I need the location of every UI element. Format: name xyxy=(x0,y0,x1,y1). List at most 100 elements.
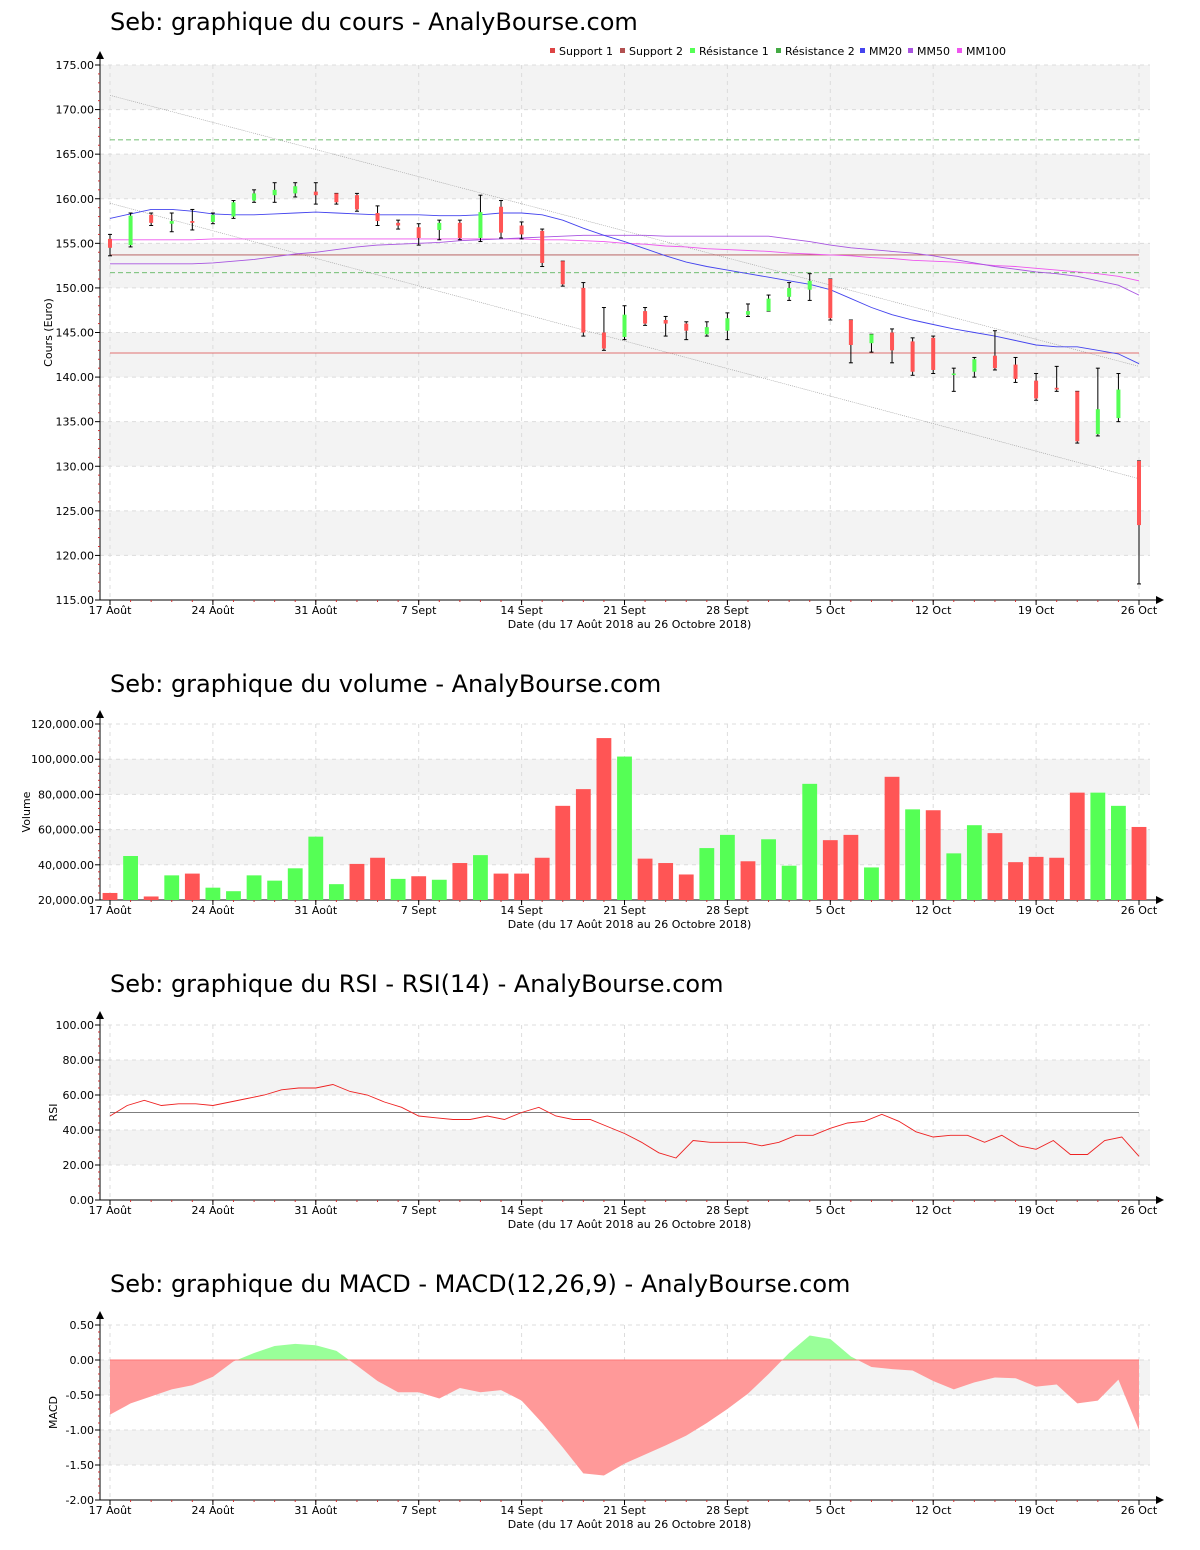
volume-bar-down xyxy=(658,863,674,900)
volume-bar-up xyxy=(287,868,303,900)
rsi-x-axis-label: Date (du 17 Août 2018 au 26 Octobre 2018… xyxy=(508,1218,752,1231)
volume-bar-down xyxy=(987,833,1003,900)
volume-bar-up xyxy=(966,825,982,900)
macd-x-tick-label: 5 Oct xyxy=(816,1504,846,1517)
macd-x-tick-label: 19 Oct xyxy=(1018,1504,1055,1517)
volume-y-tick-label: 20,000.00 xyxy=(38,894,94,907)
price-y-tick-label: 150.00 xyxy=(56,282,95,295)
volume-y-axis-arrow xyxy=(96,710,104,718)
price-y-axis-arrow xyxy=(96,51,104,59)
volume-bar-down xyxy=(575,789,591,900)
price-candle xyxy=(663,315,668,337)
volume-bar-down xyxy=(411,876,427,900)
price-y-tick-label: 120.00 xyxy=(56,549,95,562)
candle-body-up xyxy=(252,193,257,201)
legend-label: MM20 xyxy=(869,45,902,58)
price-x-tick-label: 7 Sept xyxy=(401,604,437,617)
volume-bar-down xyxy=(1131,826,1147,900)
price-candle xyxy=(992,330,997,371)
candle-body-up xyxy=(972,359,977,372)
volume-x-tick-label: 7 Sept xyxy=(401,904,437,917)
candle-body-down xyxy=(663,320,668,324)
price-x-tick-label: 31 Août xyxy=(294,604,338,617)
price-candle xyxy=(560,260,565,287)
price-x-tick-label: 19 Oct xyxy=(1018,604,1055,617)
volume-bar-down xyxy=(884,776,900,900)
candle-body-down xyxy=(519,225,524,235)
volume-bar-down xyxy=(637,858,653,900)
volume-bar-up xyxy=(946,853,962,900)
price-candle xyxy=(478,194,483,243)
volume-bar-up xyxy=(205,887,221,900)
candle-body-down xyxy=(1054,387,1059,390)
rsi-x-tick-label: 28 Sept xyxy=(706,1204,749,1217)
price-candle xyxy=(848,319,853,364)
volume-bar-up xyxy=(308,836,324,900)
volume-bar-down xyxy=(349,863,365,900)
price-candle xyxy=(951,367,956,392)
macd-x-tick-label: 12 Oct xyxy=(915,1504,952,1517)
price-band xyxy=(100,65,1150,110)
price-candle xyxy=(931,335,936,375)
candle-body-up xyxy=(272,189,277,196)
macd-x-tick-label: 7 Sept xyxy=(401,1504,437,1517)
rsi-x-tick-label: 7 Sept xyxy=(401,1204,437,1217)
volume-bar-down xyxy=(596,738,612,900)
rsi-x-tick-label: 19 Oct xyxy=(1018,1204,1055,1217)
macd-x-tick-label: 14 Sept xyxy=(500,1504,543,1517)
price-chart: 115.00 120.00 125.00 130.00 135.00 140.00 145.… xyxy=(42,45,1164,631)
candle-body-down xyxy=(931,337,936,370)
candle-body-up xyxy=(1116,389,1121,419)
price-candle xyxy=(807,273,812,301)
volume-x-tick-label: 24 Août xyxy=(191,904,235,917)
candle-body-up xyxy=(704,327,709,335)
candle-body-up xyxy=(210,214,215,222)
price-candle xyxy=(1054,365,1059,392)
candle-body-down xyxy=(1013,364,1018,379)
candle-body-up xyxy=(766,298,771,312)
candle-body-down xyxy=(601,332,606,349)
candle-body-up xyxy=(128,215,133,246)
volume-bar-down xyxy=(1008,862,1023,900)
candle-body-down xyxy=(396,222,401,226)
volume-x-tick-label: 19 Oct xyxy=(1018,904,1055,917)
volume-bar-up xyxy=(864,867,879,900)
price-chart-title: Seb: graphique du cours - AnalyBourse.co… xyxy=(110,8,638,36)
legend-swatch xyxy=(957,48,962,53)
volume-y-tick-label: 120,000.00 xyxy=(31,718,94,731)
price-candle xyxy=(1034,373,1039,401)
price-candle xyxy=(890,328,895,364)
channel-upper-line xyxy=(109,95,1140,367)
legend-label: MM100 xyxy=(966,45,1006,58)
volume-bar-up xyxy=(1111,805,1126,900)
candle-body-down xyxy=(1137,460,1141,526)
mm20-line xyxy=(109,208,1140,365)
volume-x-tick-label: 31 Août xyxy=(294,904,338,917)
price-candle xyxy=(149,212,154,226)
volume-bar-down xyxy=(184,873,200,900)
candle-body-up xyxy=(951,373,956,376)
volume-y-tick-label: 100,000.00 xyxy=(31,753,94,766)
candle-body-up xyxy=(437,222,442,230)
candle-body-down xyxy=(643,311,648,324)
volume-x-tick-label: 5 Oct xyxy=(816,904,846,917)
candle-body-down xyxy=(499,206,504,233)
price-candle xyxy=(396,219,401,230)
price-candle xyxy=(684,321,689,341)
price-candle xyxy=(313,182,318,205)
volume-bar-up xyxy=(267,880,283,900)
legend-label: MM50 xyxy=(917,45,950,58)
candle-body-down xyxy=(108,238,112,248)
volume-bar-down xyxy=(555,805,571,900)
macd-chart: -2.00 -1.50 -1.00 -0.50 0.00 0.50 17 Août 24 Ao… xyxy=(47,1311,1164,1531)
volume-bar-up xyxy=(164,875,180,900)
macd-x-tick-label: 21 Sept xyxy=(603,1504,646,1517)
volume-bar-up xyxy=(328,884,344,900)
macd-area-negative xyxy=(110,1360,237,1415)
price-candle xyxy=(1095,367,1100,437)
rsi-y-tick-label: 40.00 xyxy=(63,1124,95,1137)
rsi-line xyxy=(109,1084,1140,1159)
candle-body-down xyxy=(1075,391,1080,442)
volume-bar-up xyxy=(431,879,447,900)
